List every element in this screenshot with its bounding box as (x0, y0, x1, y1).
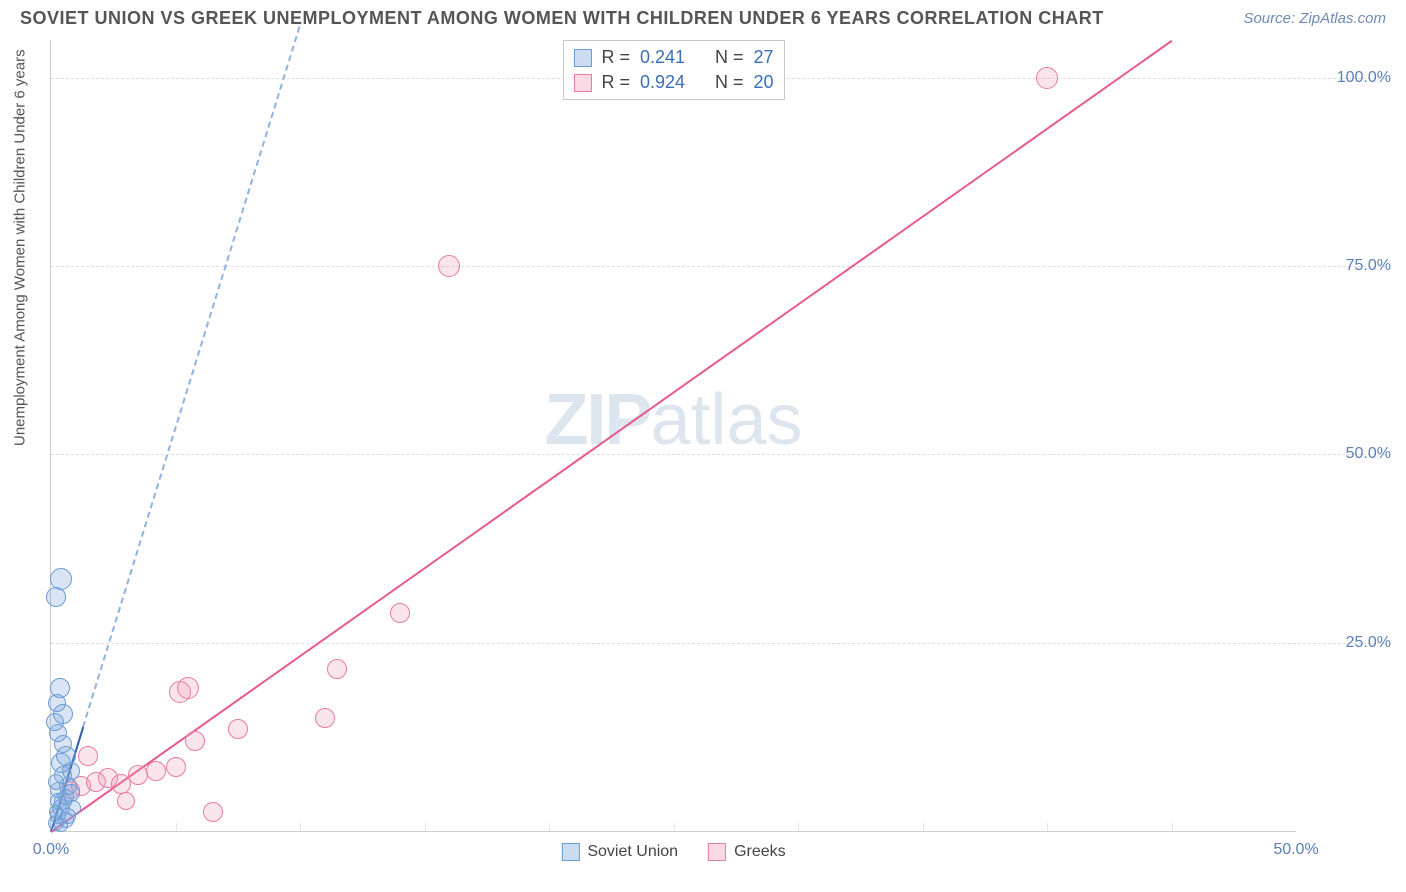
y-tick-label: 100.0% (1337, 69, 1391, 87)
gridline-h (51, 454, 1386, 455)
gridline-v (1172, 823, 1173, 831)
legend-n-label: N = (715, 72, 744, 93)
legend-row-pink: R = 0.924 N = 20 (573, 70, 773, 95)
swatch-pink-icon (708, 843, 726, 861)
data-point-greeks (390, 603, 410, 623)
swatch-pink-icon (573, 74, 591, 92)
x-tick-label: 50.0% (1273, 841, 1318, 859)
y-tick-label: 25.0% (1346, 634, 1391, 652)
legend-n-value-pink: 20 (754, 72, 774, 93)
gridline-v (674, 823, 675, 831)
gridline-h (51, 643, 1386, 644)
y-tick-label: 75.0% (1346, 257, 1391, 275)
chart-source: Source: ZipAtlas.com (1243, 10, 1386, 27)
legend-r-value-blue: 0.241 (640, 47, 685, 68)
legend-r-value-pink: 0.924 (640, 72, 685, 93)
legend-item-greeks: Greeks (708, 843, 786, 861)
chart-header: SOVIET UNION VS GREEK UNEMPLOYMENT AMONG… (0, 0, 1406, 33)
data-point-soviet (50, 568, 72, 590)
data-point-greeks (185, 731, 205, 751)
data-point-greeks (1036, 67, 1058, 89)
y-axis-label: Unemployment Among Women with Children U… (12, 49, 29, 446)
data-point-soviet (46, 587, 66, 607)
chart-title: SOVIET UNION VS GREEK UNEMPLOYMENT AMONG… (20, 8, 1104, 29)
gridline-v (1047, 823, 1048, 831)
data-point-greeks (166, 757, 186, 777)
gridline-v (798, 823, 799, 831)
data-point-greeks (203, 802, 223, 822)
data-point-greeks (146, 761, 166, 781)
data-point-greeks (228, 719, 248, 739)
trend-line-soviet-extrapolated (82, 26, 301, 727)
legend-r-label: R = (601, 47, 630, 68)
trend-line-greeks (50, 40, 1172, 833)
swatch-blue-icon (573, 49, 591, 67)
legend-n-value-blue: 27 (754, 47, 774, 68)
legend-correlation: R = 0.241 N = 27 R = 0.924 N = 20 (562, 40, 784, 100)
gridline-v (425, 823, 426, 831)
y-tick-label: 50.0% (1346, 445, 1391, 463)
gridline-v (549, 823, 550, 831)
data-point-greeks (438, 255, 460, 277)
data-point-greeks (78, 746, 98, 766)
data-point-greeks (117, 792, 135, 810)
data-point-soviet (50, 678, 70, 698)
data-point-soviet (48, 774, 64, 790)
swatch-blue-icon (561, 843, 579, 861)
x-tick-label: 0.0% (33, 841, 69, 859)
data-point-soviet (54, 818, 68, 832)
legend-row-blue: R = 0.241 N = 27 (573, 45, 773, 70)
chart-plot-area: ZIPatlas R = 0.241 N = 27 R = 0.924 N = … (50, 40, 1296, 832)
legend-series: Soviet Union Greeks (561, 843, 785, 861)
data-point-soviet (58, 789, 74, 805)
legend-label-soviet: Soviet Union (587, 843, 678, 861)
legend-item-soviet: Soviet Union (561, 843, 678, 861)
gridline-v (923, 823, 924, 831)
legend-n-label: N = (715, 47, 744, 68)
legend-r-label: R = (601, 72, 630, 93)
data-point-greeks (177, 677, 199, 699)
gridline-v (176, 823, 177, 831)
gridline-h (51, 266, 1386, 267)
data-point-greeks (327, 659, 347, 679)
data-point-greeks (315, 708, 335, 728)
gridline-v (300, 823, 301, 831)
legend-label-greeks: Greeks (734, 843, 786, 861)
